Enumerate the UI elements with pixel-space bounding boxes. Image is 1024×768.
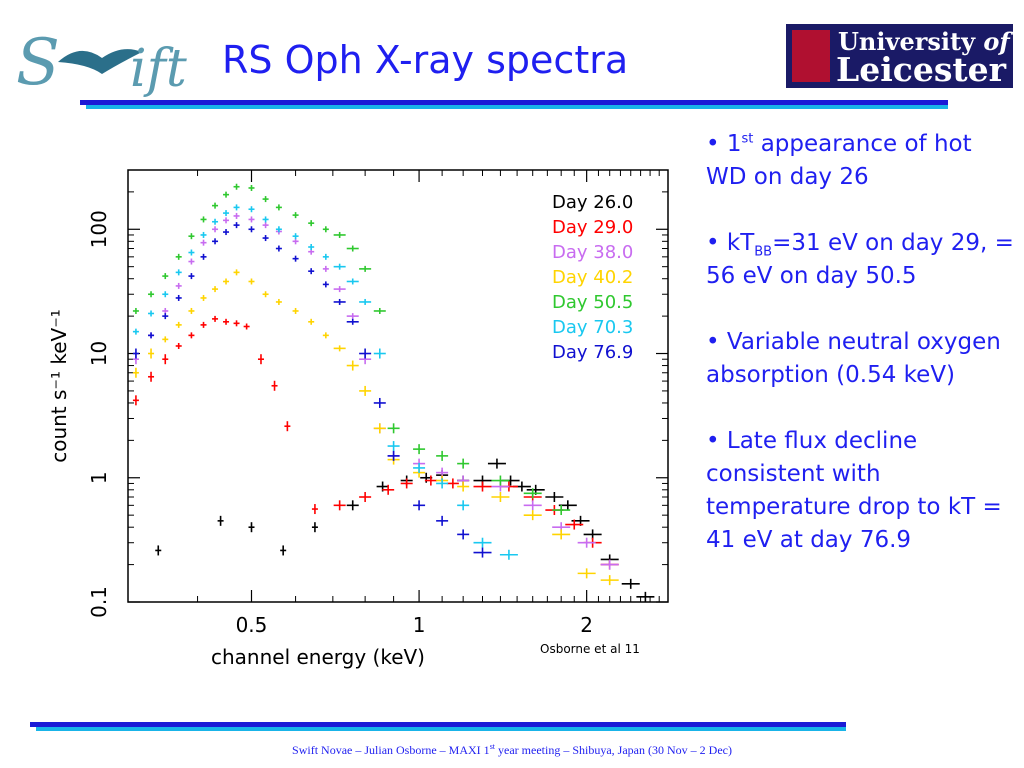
footer-rule — [30, 722, 846, 727]
leicester-crest-icon — [792, 30, 830, 82]
university-of-leicester-logo: University of Leicester — [786, 24, 1013, 89]
header-rule-shadow — [86, 105, 948, 109]
y-tick-label: 1 — [87, 471, 111, 484]
legend-entry: Day 50.5 — [552, 292, 633, 313]
bullet-item-3: • Variable neutral oxygen absorption (0.… — [706, 329, 1001, 388]
footer-text: Swift Novae – Julian Osborne – MAXI 1st … — [292, 742, 732, 757]
swift-bird-icon — [58, 49, 142, 74]
logo-line-1: University of — [838, 27, 1010, 56]
legend-entry: Day 38.0 — [552, 242, 633, 263]
legend-entry: Day 29.0 — [552, 217, 633, 238]
y-tick-label: 0.1 — [87, 586, 111, 618]
logo-line-2: Leicester — [836, 50, 1007, 89]
swift-logo-graphic: S ift — [16, 26, 187, 100]
citation-credit: Osborne et al 11 — [540, 642, 640, 656]
swift-logo-s: S — [16, 26, 60, 100]
bullet-item-1: • 1st appearance of hot WD on day 26 — [706, 131, 972, 190]
slide-title: RS Oph X-ray spectra — [222, 38, 629, 82]
x-tick-label: 1 — [413, 613, 426, 637]
bullet-item-2: • kTBB=31 eV on day 29, = 56 eV on day 5… — [706, 230, 1014, 289]
bullet-item-4: • Late flux decline consistent with temp… — [706, 428, 1002, 553]
y-tick-label: 100 — [87, 210, 111, 248]
legend-entry: Day 70.3 — [552, 317, 633, 338]
bullet-list: • 1st appearance of hot WD on day 26 • k… — [706, 128, 1018, 590]
x-axis-label: channel energy (keV) — [211, 645, 425, 669]
header-rule — [80, 100, 948, 105]
plot-frame — [127, 169, 669, 603]
legend-entry: Day 76.9 — [552, 342, 633, 363]
swift-logo-ift: ift — [130, 39, 187, 99]
y-axis-label: count s⁻¹ keV⁻¹ — [47, 309, 71, 463]
footer-rule-shadow — [36, 727, 846, 731]
x-tick-label: 0.5 — [236, 613, 268, 637]
x-tick-label: 2 — [580, 613, 593, 637]
legend-entry: Day 40.2 — [552, 267, 633, 288]
legend-entry: Day 26.0 — [552, 192, 633, 213]
y-tick-label: 10 — [87, 341, 111, 366]
swift-logo: S ift — [10, 22, 200, 102]
xray-spectra-chart: 0.1 1 10 100 0.5 1 2 channel energy (keV) count … — [47, 169, 669, 669]
